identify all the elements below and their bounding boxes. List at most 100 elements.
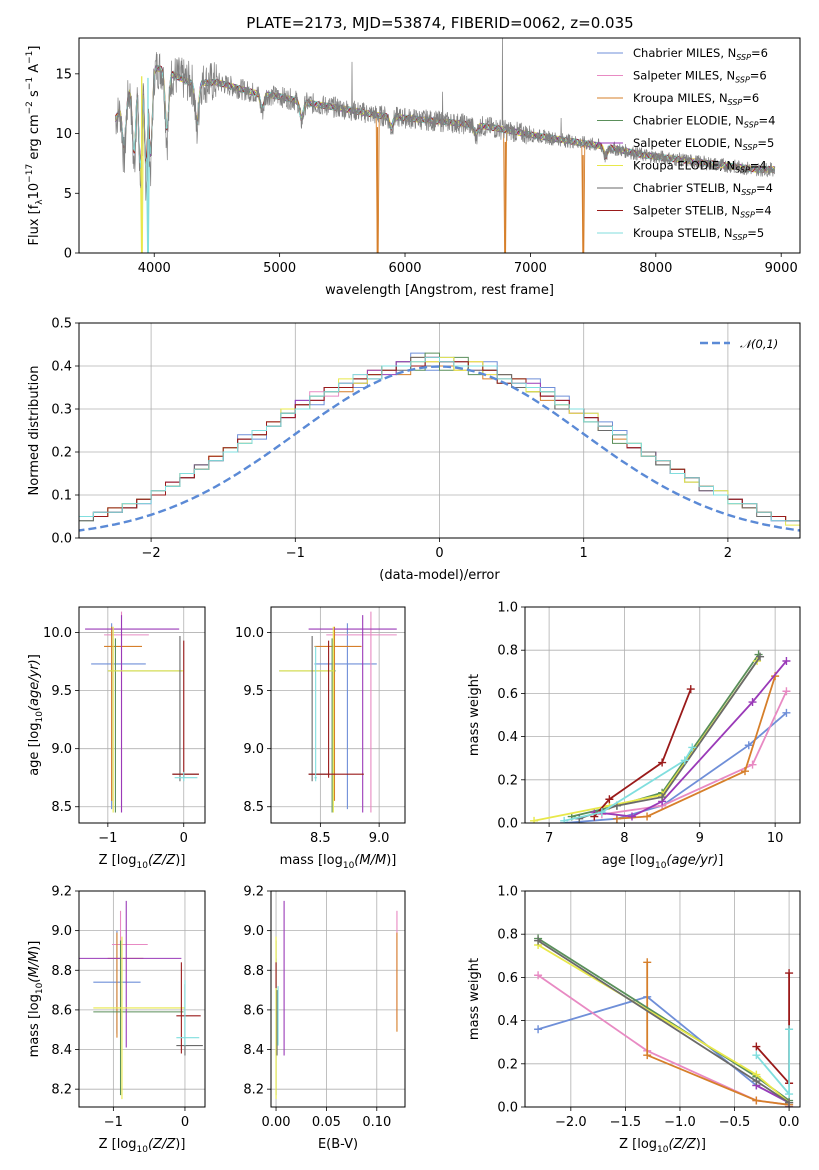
y-tick-label: 1.0	[497, 885, 518, 900]
mass-weight-marker	[748, 760, 757, 769]
x-tick-label: 7000	[514, 261, 547, 276]
y-tick-label: 0.8	[497, 928, 518, 943]
x-tick-label: 9	[696, 831, 704, 846]
y-tick-label: 0.1	[51, 489, 72, 504]
legend-n: =6	[742, 91, 759, 105]
y-tick-label: 0.6	[497, 971, 518, 986]
y-tick-label: 0.4	[497, 730, 518, 745]
x-tick-label: 9.0	[369, 831, 390, 846]
label-part: erg cm	[27, 114, 42, 163]
label-part: (Z/Z	[148, 853, 176, 868]
label-part: )]	[175, 853, 185, 868]
mass-weight-line	[593, 688, 692, 818]
legend-sub: SSP	[744, 121, 759, 130]
label-part: mass weight	[467, 674, 482, 756]
x-tick-label: 1	[580, 546, 588, 561]
mass-weight-marker	[643, 812, 652, 821]
label-sub: 10	[655, 861, 667, 871]
panel-age_vs_Z: −1 08.59.09.510.0Z [log10(Z/Z)]age [log10…	[27, 606, 206, 871]
axes-frame	[270, 890, 406, 1108]
x-tick-label: −1.0	[664, 1115, 696, 1130]
x-tick-label: 8000	[639, 261, 672, 276]
mass-weight-marker	[785, 969, 794, 978]
x-tick-label: −1	[98, 831, 117, 846]
y-tick-label: 0.5	[51, 317, 72, 332]
mass-weight-marker	[680, 756, 689, 765]
label-part: (Z/Z	[668, 1137, 696, 1152]
mass-weight-marker	[752, 1096, 761, 1105]
label-sup: −2	[25, 101, 35, 114]
figure-title: PLATE=2173, MJD=53874, FIBERID=0062, z=0…	[246, 14, 633, 32]
panel-mass_vs_Z: −1 08.28.48.68.89.09.2Z [log10(Z/Z)]mass …	[27, 885, 206, 1155]
mass-weight-marker	[782, 708, 791, 717]
label-sub: λ	[35, 199, 45, 205]
legend-entry: Salpeter MILES, NSSP=6	[633, 69, 767, 85]
legend-n: =4	[755, 204, 772, 218]
panel-residual_histogram: −2 −1 0 1 2 0.0 0.1 0.2 0.3 0.4 0.5 𝒩(0,1) (data-mod…	[27, 317, 801, 583]
x-tick-label: 0.0	[779, 1115, 800, 1130]
mass-weight-marker	[748, 698, 757, 707]
observed-spectrum-line	[115, 38, 776, 201]
axes-frame	[78, 606, 206, 824]
y-tick-label: 1.0	[497, 601, 518, 616]
x-axis-label: E(B-V)	[318, 1137, 358, 1152]
y-tick-label: 8.6	[243, 1003, 264, 1018]
x-tick-label: 8	[620, 831, 628, 846]
plot-layer: 4000 5000 6000 7000 8000 9000051015wavelength…	[25, 37, 801, 1155]
legend-label: Kroupa ELODIE, N	[633, 159, 735, 173]
axes-frame	[78, 322, 801, 539]
legend-label: Salpeter MILES, N	[633, 69, 735, 83]
label-sup: −1	[25, 77, 35, 90]
label-part: Z [log	[99, 853, 137, 868]
axes-frame	[524, 606, 801, 824]
panel-mass_weight_vs_Z: −2.0 −1.5 −1.0 −0.5 0.0 0.0 0.2 0.4 0.6 0.8 1.0 mas…	[467, 885, 801, 1155]
y-tick-label: 8.4	[51, 1043, 72, 1058]
legend-n: =4	[759, 114, 776, 128]
label-part: mass [log	[27, 994, 42, 1057]
x-tick-label: 0.00	[262, 1115, 291, 1130]
legend-sub: SSP	[736, 53, 751, 62]
legend-sub: SSP	[735, 76, 750, 85]
mass-weight-marker	[785, 1025, 794, 1034]
label-part: )]	[696, 1137, 706, 1152]
label-part: ]	[718, 853, 723, 868]
y-tick-label: 8.2	[243, 1083, 264, 1098]
mass-weight-marker	[756, 652, 765, 661]
x-tick-label: 4000	[138, 261, 171, 276]
x-tick-label: 0	[181, 1115, 189, 1130]
label-part: 10	[27, 183, 42, 200]
legend-entry: Kroupa MILES, NSSP=6	[633, 91, 759, 107]
y-tick-label: 0.2	[497, 1057, 518, 1072]
label-part: mass weight	[467, 958, 482, 1040]
x-tick-label: −2	[142, 546, 161, 561]
y-tick-label: 9.0	[243, 924, 264, 939]
x-axis-label: Z [log10(Z/Z)]	[619, 1137, 706, 1155]
y-tick-label: 9.5	[51, 684, 72, 699]
legend-entry: Chabrier MILES, NSSP=6	[633, 46, 768, 62]
y-tick-label: 0.0	[497, 817, 518, 832]
legend-entry: Kroupa STELIB, NSSP=5	[633, 226, 764, 242]
label-part: Normed distribution	[27, 366, 42, 496]
mass-weight-marker	[686, 685, 695, 694]
histogram-step-line	[79, 356, 800, 526]
mass-weight-line	[563, 746, 694, 822]
x-tick-label: −1	[286, 546, 305, 561]
x-axis-label: mass [log10(M/M)]	[280, 853, 397, 871]
panel-mass_weight_vs_age: 7 8 9 10 0.0 0.2 0.4 0.6 0.8 1.0 mass weight age [l…	[467, 601, 801, 871]
x-tick-label: 7	[545, 831, 553, 846]
panel-spectrum: 4000 5000 6000 7000 8000 9000 0 5 10 15 wavelength…	[25, 37, 801, 298]
legend-n: =5	[757, 136, 774, 150]
panel-age_vs_mass: 8.5 9.0 8.5 9.0 9.5 10.0 mass [log10(M/M)]	[235, 606, 406, 871]
legend-n: =5	[747, 226, 764, 240]
x-tick-label: 0.05	[312, 1115, 341, 1130]
x-tick-label: −2.0	[555, 1115, 587, 1130]
y-tick-label: 0.2	[51, 446, 72, 461]
legend-label: Kroupa MILES, N	[633, 91, 728, 105]
y-axis-label: mass weight	[467, 958, 482, 1040]
x-tick-label: −0.5	[719, 1115, 751, 1130]
y-tick-label: 0.4	[51, 360, 72, 375]
x-tick-label: 0	[435, 546, 443, 561]
legend-n: =6	[750, 69, 767, 83]
